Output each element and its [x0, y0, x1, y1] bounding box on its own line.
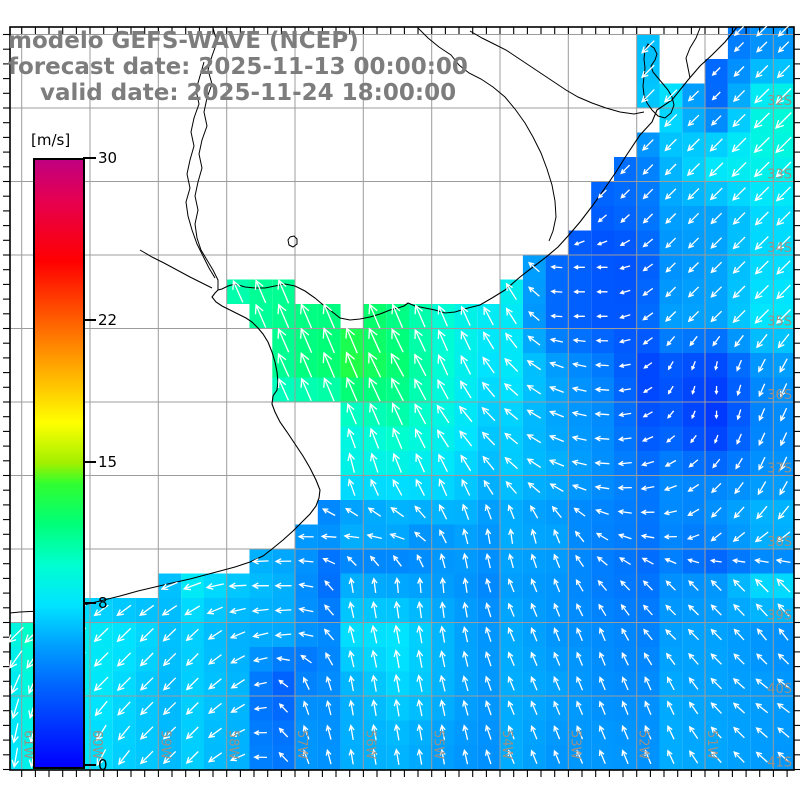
lon-label: 60W [89, 730, 104, 760]
colorbar-tick [83, 460, 96, 463]
colorbar-tick-label: 8 [98, 594, 108, 613]
colorbar-tick-label: 0 [98, 756, 108, 774]
lat-label: 35S [767, 315, 792, 330]
lon-label: 53W [567, 730, 582, 760]
lon-label: 56W [362, 730, 377, 760]
axis-labels: 61W 60W 59W 58W 57W 56W 55W 54W 53W 52W 51W 32S 33S 3… [21, 94, 792, 771]
colorbar-tick-label: 22 [98, 310, 118, 329]
lon-label: 51W [704, 730, 719, 760]
colorbar-tick [83, 157, 96, 159]
lat-label: 33S [767, 168, 792, 183]
lat-label: 36S [767, 388, 792, 403]
lon-label: 59W [157, 730, 172, 760]
colorbar-tick [83, 318, 96, 321]
lat-label: 34S [767, 241, 792, 256]
grid-lines [10, 27, 794, 770]
lon-label: 54W [499, 730, 514, 760]
lat-label: 38S [767, 535, 792, 550]
lon-label: 55W [431, 730, 446, 760]
lon-label: 61W [21, 730, 36, 760]
colorbar-tick [83, 764, 96, 766]
colorbar-gradient [33, 158, 85, 769]
lat-label: 39S [767, 609, 792, 624]
lat-label: 32S [767, 94, 792, 109]
colorbar-tick-label: 30 [98, 149, 118, 167]
lon-label: 52W [636, 730, 651, 760]
coastline [9, 26, 738, 614]
lat-label: 40S [767, 682, 792, 697]
colorbar-unit-label: [m/s] [31, 131, 71, 149]
lon-label: 57W [294, 730, 309, 760]
lon-label: 58W [226, 730, 241, 760]
colorbar-tick-label: 15 [98, 452, 118, 471]
lat-label: 41S [767, 756, 792, 771]
wind-direction-arrows [7, 25, 792, 769]
colorbar-tick [83, 602, 96, 605]
lat-label: 37S [767, 462, 792, 477]
